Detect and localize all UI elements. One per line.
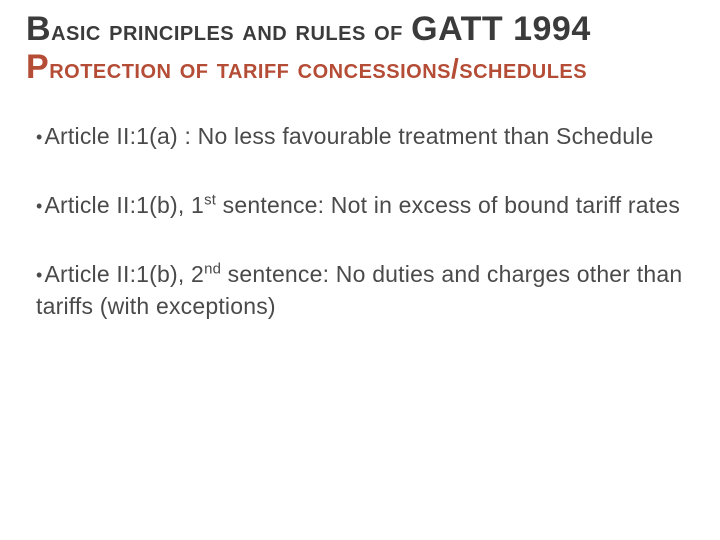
title-part: asic principles and rules of [51,15,411,46]
title-accent-part: rotection of tariff concessions/schedule… [49,53,587,84]
bullet-text-pre: Article II:1(b), 2 [45,261,205,287]
bullet-item: •Article II:1(a) : No less favourable tr… [36,121,688,152]
ordinal-sup: nd [204,261,221,278]
slide: Basic principles and rules of GATT 1994 … [0,0,720,540]
bullet-item: •Article II:1(b), 2nd sentence: No dutie… [36,259,688,321]
title-part: GATT 1994 [411,10,591,48]
bullet-text-pre: Article II:1(b), 1 [45,192,205,218]
bullet-dot-icon: • [36,127,43,147]
title-line-1: Basic principles and rules of GATT 1994 [26,12,694,48]
body: •Article II:1(a) : No less favourable tr… [26,121,694,321]
bullet-dot-icon: • [36,196,43,216]
bullet-text-post: sentence: Not in excess of bound tariff … [216,192,680,218]
bullet-dot-icon: • [36,265,43,285]
bullet-text: Article II:1(a) : No less favourable tre… [45,123,654,149]
title-part: B [26,10,51,48]
ordinal-sup: st [204,192,216,209]
bullet-item: •Article II:1(b), 1st sentence: Not in e… [36,190,688,221]
title-line-2: Protection of tariff concessions/schedul… [26,50,694,86]
title-accent-part: P [26,48,49,86]
